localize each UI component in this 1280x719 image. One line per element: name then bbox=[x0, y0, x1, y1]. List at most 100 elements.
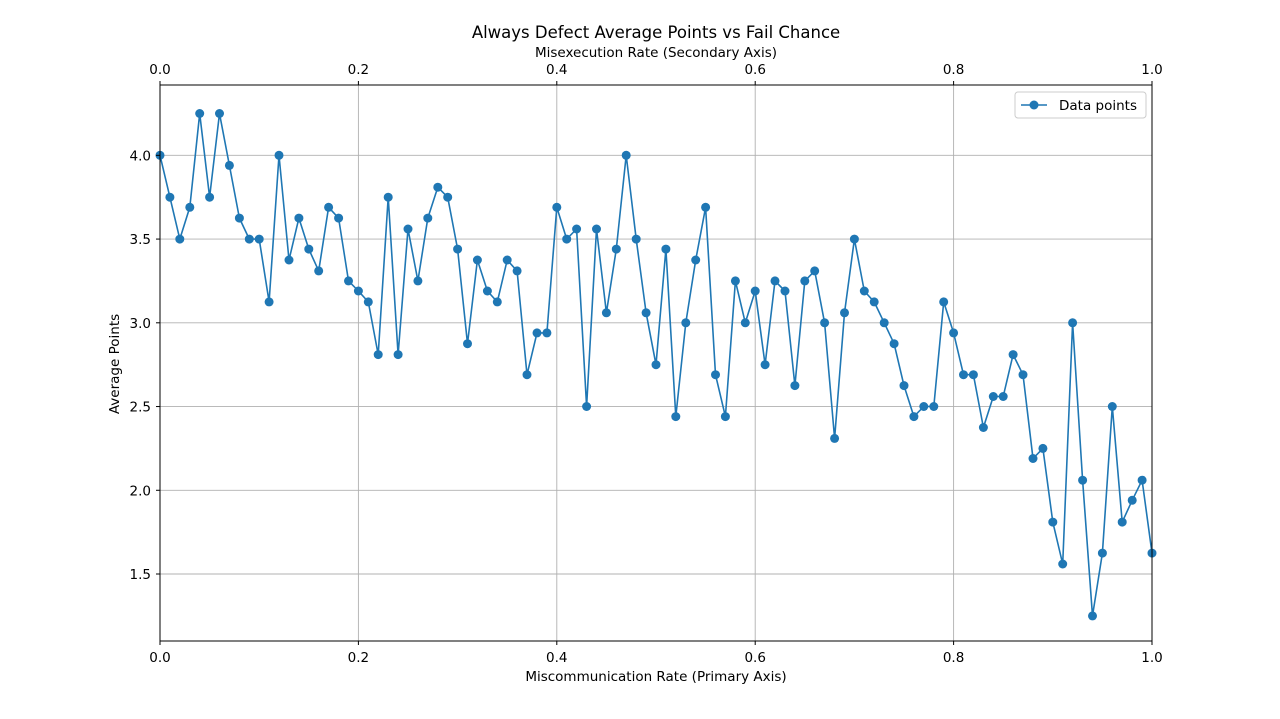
data-point bbox=[1107, 402, 1117, 411]
data-point bbox=[959, 370, 968, 380]
grid bbox=[159, 85, 1153, 641]
data-point bbox=[175, 234, 185, 244]
data-point bbox=[740, 318, 750, 328]
data-point bbox=[314, 266, 324, 276]
data-point bbox=[820, 318, 830, 328]
data-point bbox=[790, 381, 800, 391]
data-point bbox=[1058, 559, 1068, 569]
data-point bbox=[651, 360, 661, 370]
data-point bbox=[1068, 318, 1078, 328]
x2-tick-label: 1.0 bbox=[1141, 62, 1162, 78]
x-axis-label: Miscommunication Rate (Primary Axis) bbox=[525, 669, 786, 685]
data-point bbox=[502, 255, 512, 265]
x2-tick-label: 0.6 bbox=[744, 62, 765, 78]
data-point bbox=[601, 308, 611, 318]
data-point bbox=[264, 297, 274, 307]
ticks: 0.0 0.2 0.4 0.6 0.8 1.0 0.0 0.2 0.4 0.6 0.8 1.0 1.5 2… bbox=[130, 62, 1163, 666]
data-point bbox=[582, 402, 592, 411]
data-point bbox=[284, 255, 294, 265]
secondary-x-axis-label: Misexecution Rate (Secondary Axis) bbox=[535, 45, 777, 61]
data-point bbox=[532, 328, 542, 338]
data-point bbox=[978, 423, 988, 432]
data-point bbox=[224, 160, 234, 170]
data-point bbox=[939, 297, 949, 307]
data-point bbox=[234, 213, 244, 223]
chart-title: Always Defect Average Points vs Fail Cha… bbox=[472, 23, 840, 42]
data-point bbox=[661, 244, 671, 254]
data-point bbox=[800, 276, 810, 286]
data-point bbox=[195, 109, 205, 118]
data-point bbox=[294, 213, 304, 223]
x2-tick-label: 0.4 bbox=[546, 62, 567, 78]
data-point bbox=[840, 308, 849, 318]
data-point bbox=[1048, 517, 1058, 527]
data-point bbox=[949, 328, 959, 338]
data-point bbox=[889, 339, 899, 349]
data-point bbox=[1127, 495, 1137, 505]
y-tick-label: 2.5 bbox=[130, 400, 151, 416]
data-point bbox=[344, 276, 353, 286]
data-point bbox=[760, 360, 770, 370]
data-point bbox=[482, 286, 492, 296]
data-point bbox=[830, 433, 840, 443]
data-point bbox=[968, 370, 978, 380]
data-point bbox=[353, 286, 363, 296]
legend-label: Data points bbox=[1059, 98, 1137, 114]
data-point bbox=[552, 202, 562, 212]
data-point bbox=[859, 286, 869, 296]
x2-tick-label: 0.0 bbox=[149, 62, 170, 78]
data-point bbox=[215, 109, 224, 118]
legend-marker-swatch bbox=[1029, 100, 1039, 110]
data-point bbox=[1008, 350, 1018, 360]
data-point bbox=[383, 192, 393, 202]
x-tick-label: 0.4 bbox=[546, 650, 567, 666]
data-point bbox=[711, 370, 720, 380]
data-point bbox=[869, 297, 879, 307]
data-point bbox=[1097, 548, 1107, 558]
data-point bbox=[919, 402, 929, 411]
data-point bbox=[592, 224, 601, 234]
data-point bbox=[413, 276, 423, 286]
data-point bbox=[909, 412, 919, 422]
data-point bbox=[701, 202, 711, 212]
data-point bbox=[542, 328, 552, 338]
data-point bbox=[899, 381, 909, 391]
data-point bbox=[988, 392, 998, 401]
data-point bbox=[324, 202, 334, 212]
data-point bbox=[879, 318, 889, 328]
data-point bbox=[423, 213, 433, 223]
data-point bbox=[562, 234, 572, 244]
data-point bbox=[463, 339, 472, 349]
x-tick-label: 0.0 bbox=[149, 650, 170, 666]
data-point bbox=[403, 224, 413, 234]
data-point bbox=[254, 234, 264, 244]
data-point bbox=[631, 234, 641, 244]
data-point bbox=[849, 234, 859, 244]
x-tick-label: 0.6 bbox=[744, 650, 765, 666]
data-point bbox=[780, 286, 790, 296]
data-point bbox=[492, 297, 502, 307]
x2-tick-label: 0.2 bbox=[348, 62, 369, 78]
data-point bbox=[205, 192, 215, 202]
data-point bbox=[572, 224, 582, 234]
data-point bbox=[681, 318, 691, 328]
data-point bbox=[998, 392, 1008, 401]
data-point bbox=[1117, 517, 1127, 527]
data-point bbox=[1018, 370, 1028, 380]
data-point bbox=[671, 412, 681, 422]
data-point bbox=[750, 286, 760, 296]
data-point bbox=[1137, 475, 1147, 485]
data-point bbox=[720, 412, 730, 422]
y-tick-label: 2.0 bbox=[130, 483, 151, 499]
plot-frame bbox=[159, 84, 1153, 642]
data-point bbox=[304, 244, 314, 254]
data-point bbox=[393, 350, 403, 360]
data-point bbox=[1088, 611, 1097, 621]
x-tick-label: 0.2 bbox=[348, 650, 369, 666]
data-point bbox=[373, 350, 383, 360]
series-layer bbox=[155, 109, 1157, 621]
data-point bbox=[1028, 454, 1038, 463]
data-point bbox=[363, 297, 373, 307]
